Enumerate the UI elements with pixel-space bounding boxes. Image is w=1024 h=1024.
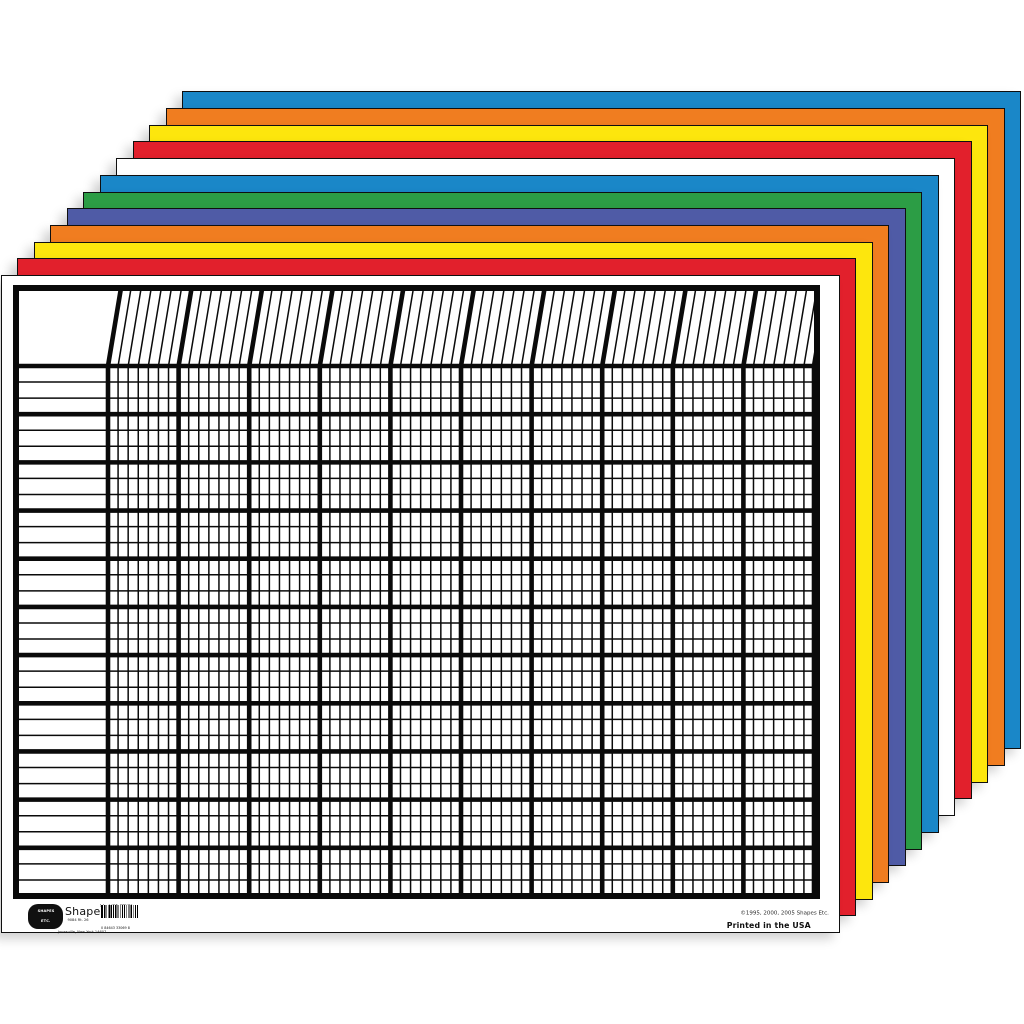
front-chart-sheet: SHAPES ETC. Shapes Etc. 9084 Rt. 26 Jone… [1,275,840,934]
logo-text-line2: ETC. [40,918,51,923]
barcode-bars [101,905,138,918]
barcode-digits: 0 84643 33069 8 [101,926,130,930]
publisher-address: 9084 Rt. 26 Jonesville, New York 14607 [58,918,158,941]
shapes-etc-logo: SHAPES ETC. [28,904,63,929]
incentive-grid [13,285,820,899]
logo-text-line1: SHAPES [37,909,54,914]
copyright-text: ©1995, 2000, 2005 Shapes Etc. [740,910,829,917]
barcode: 0 84643 33069 8 [101,905,138,937]
printed-in-usa-text: Printed in the USA [726,922,811,931]
address-line1: 9084 Rt. 26 [67,918,89,922]
address-line2: Jonesville, New York 14607 [58,929,107,934]
